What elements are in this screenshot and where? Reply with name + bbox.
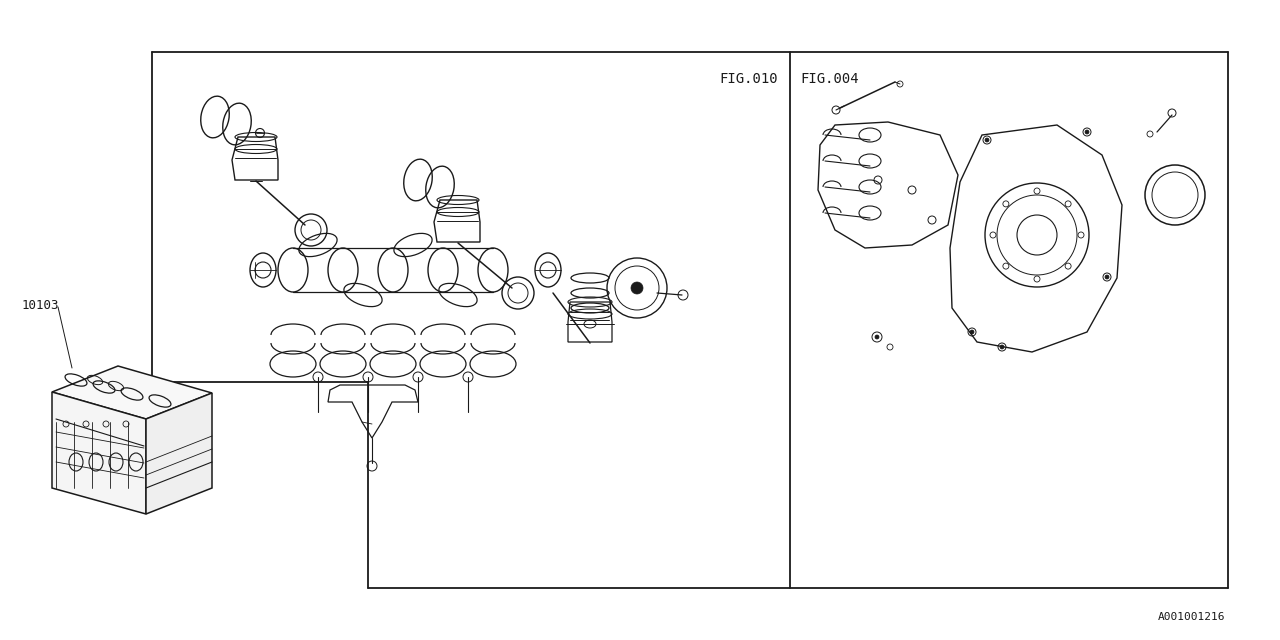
Circle shape bbox=[986, 138, 989, 142]
Polygon shape bbox=[52, 392, 146, 514]
Circle shape bbox=[876, 335, 879, 339]
Polygon shape bbox=[146, 393, 212, 514]
Polygon shape bbox=[52, 366, 212, 419]
Text: FIG.010: FIG.010 bbox=[719, 72, 778, 86]
Text: A001001216: A001001216 bbox=[1157, 612, 1225, 622]
Circle shape bbox=[1105, 275, 1108, 279]
Text: 10103: 10103 bbox=[22, 298, 59, 312]
Circle shape bbox=[970, 330, 974, 334]
Circle shape bbox=[631, 282, 643, 294]
Circle shape bbox=[1000, 345, 1004, 349]
Text: FIG.004: FIG.004 bbox=[800, 72, 859, 86]
Circle shape bbox=[1085, 130, 1089, 134]
